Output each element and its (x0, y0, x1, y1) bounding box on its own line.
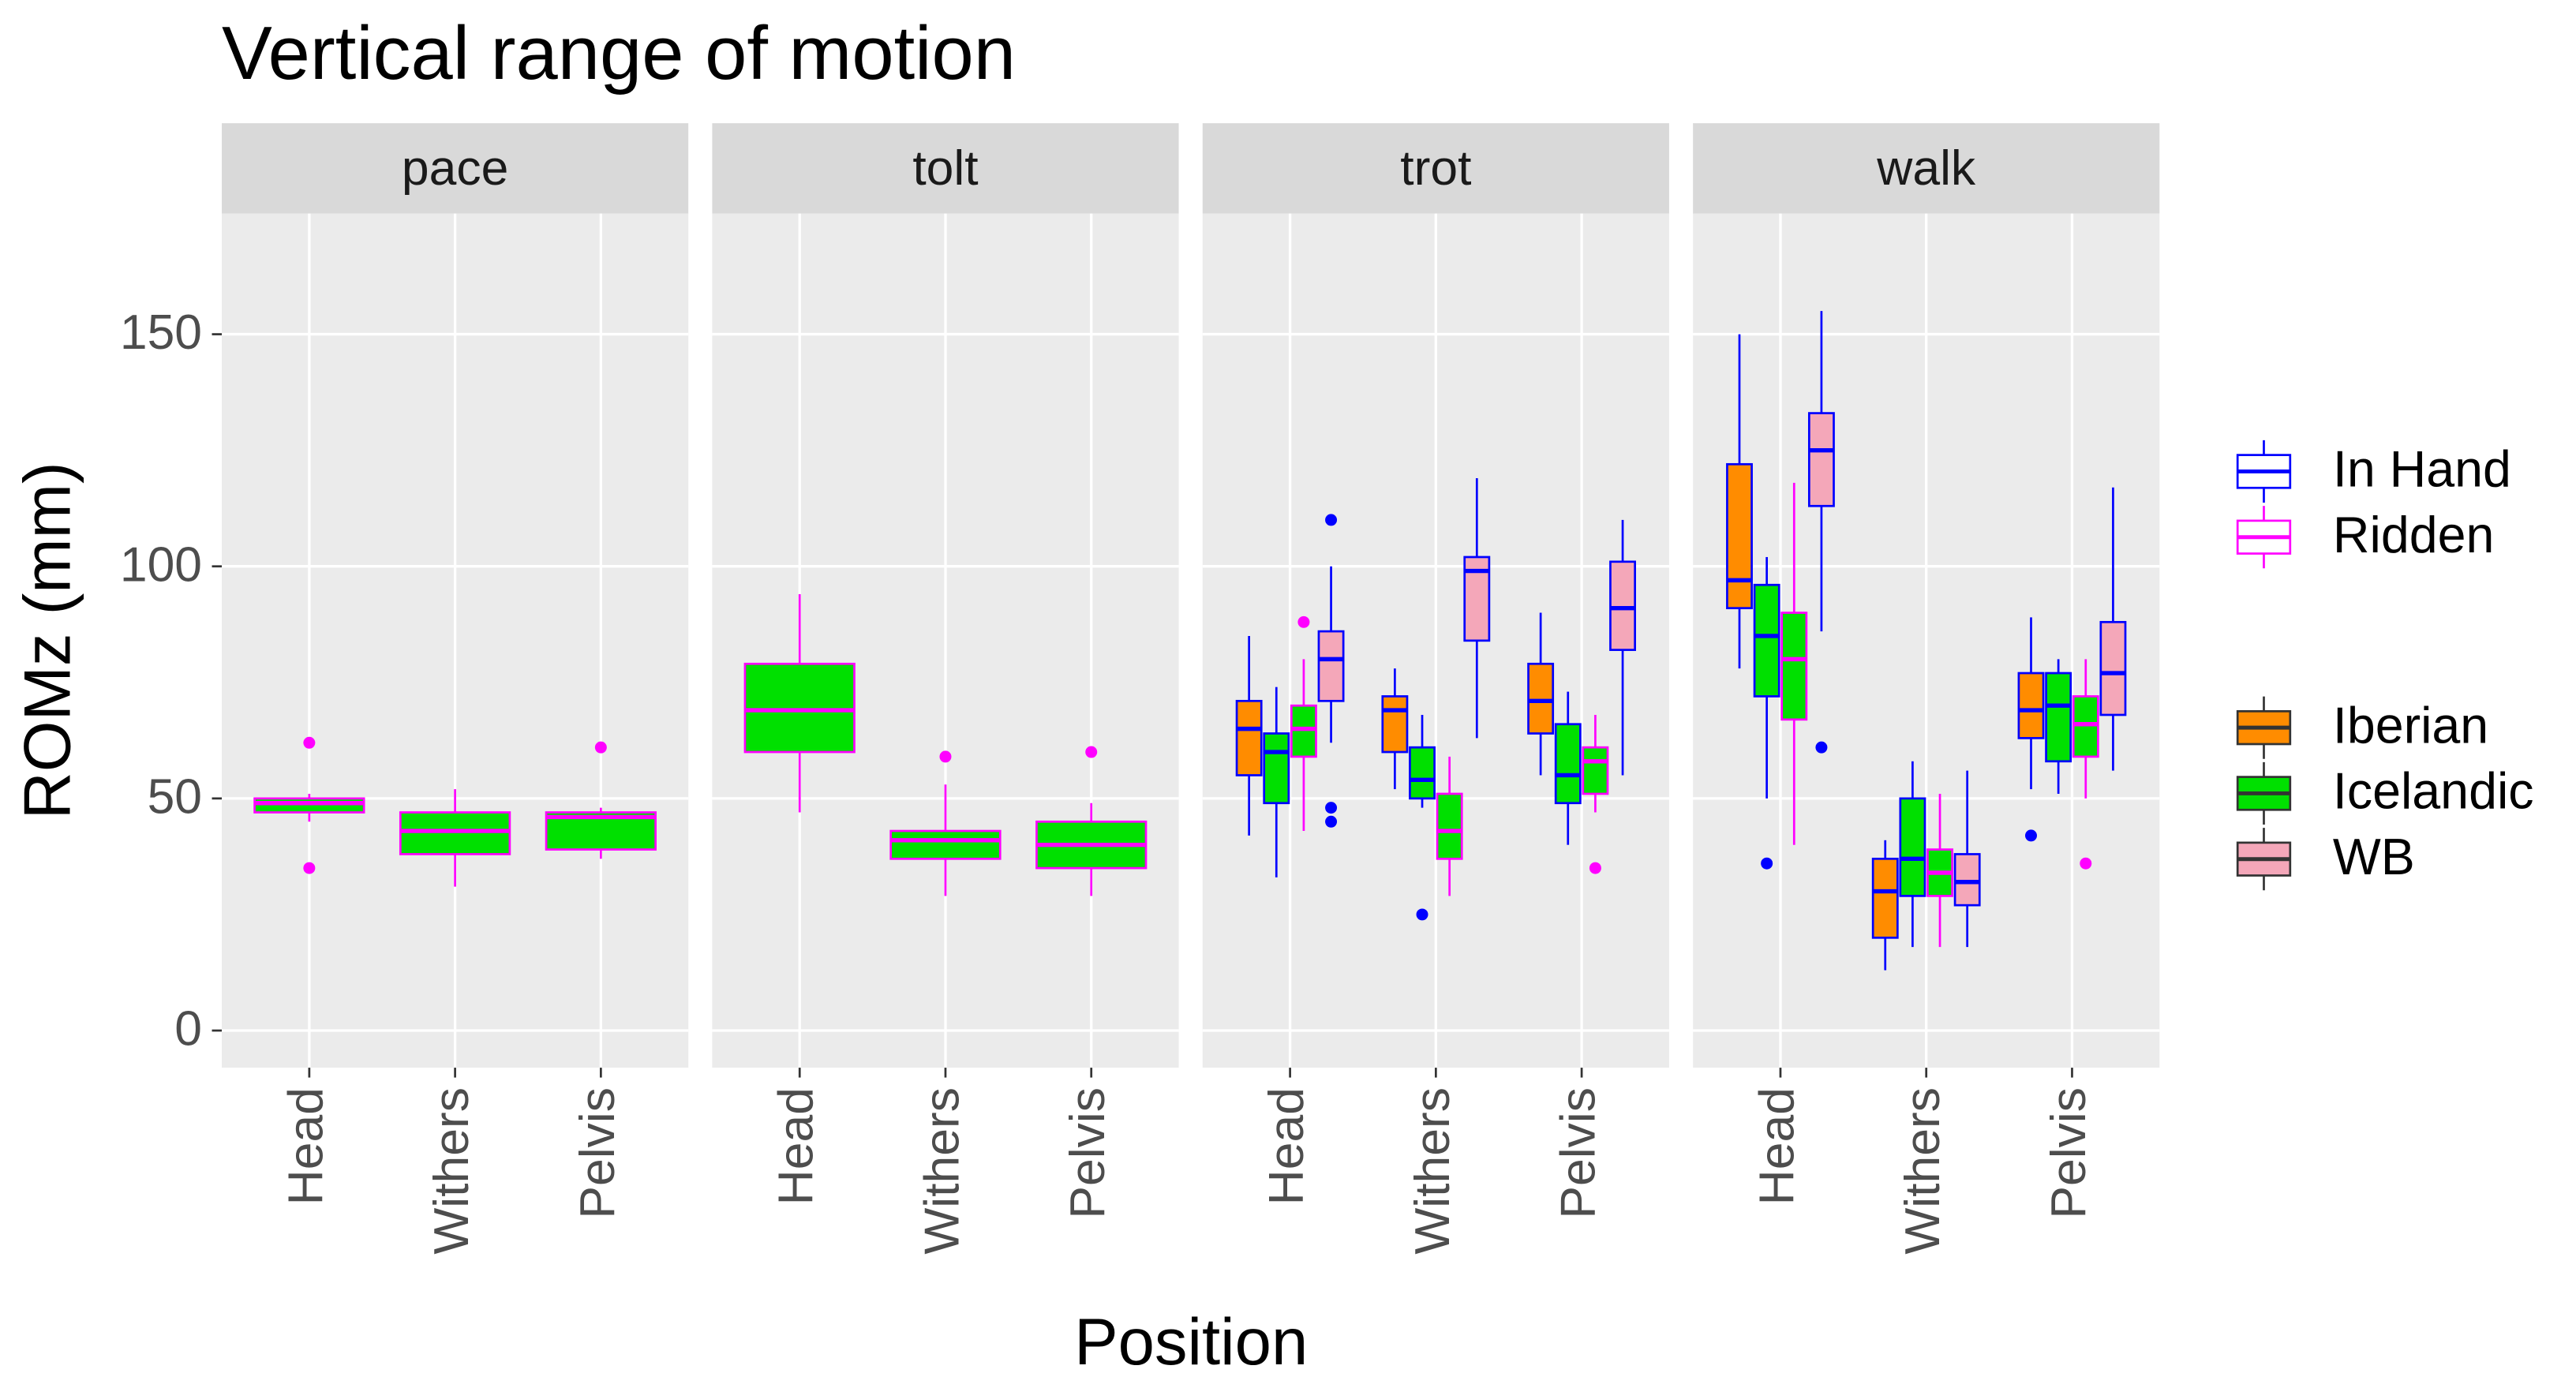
box (1409, 746, 1436, 800)
facet-strip (1693, 123, 2160, 214)
y-tick-label: 0 (174, 1001, 202, 1057)
box (1609, 560, 1636, 651)
x-tick-label: Withers (1895, 1087, 1950, 1255)
x-tick-label: Head (1259, 1087, 1314, 1205)
outlier (1815, 741, 1828, 754)
box (1871, 857, 1899, 939)
box (1381, 695, 1409, 754)
facet-label: pace (402, 140, 508, 196)
box (1436, 792, 1463, 860)
box (1317, 630, 1345, 702)
legend-fill-label: WB (2333, 829, 2415, 885)
box (889, 829, 1002, 860)
box (1899, 797, 1926, 897)
x-tick-label: Pelvis (1551, 1087, 1606, 1219)
box (253, 797, 365, 814)
outlier (1416, 908, 1428, 921)
x-tick-label: Pelvis (1060, 1087, 1115, 1219)
legend-outline-label: In Hand (2333, 441, 2511, 498)
outlier (1761, 857, 1773, 870)
facet-strip (1202, 123, 1669, 214)
x-axis-label: Position (1074, 1305, 1308, 1379)
outlier (2080, 857, 2092, 870)
outlier (2025, 829, 2037, 842)
box (1726, 462, 1753, 610)
facet-strip (222, 123, 689, 214)
outlier (594, 741, 607, 754)
box (1807, 412, 1835, 507)
box (743, 662, 856, 754)
outlier (1325, 815, 1338, 828)
y-tick-label: 50 (148, 769, 202, 824)
outlier (1297, 615, 1310, 628)
outlier (303, 736, 316, 749)
outlier (1085, 746, 1098, 758)
outlier (1325, 514, 1338, 526)
chart-title: Vertical range of motion (222, 11, 1016, 95)
box (1290, 704, 1317, 758)
box (2045, 672, 2072, 763)
x-tick-label: Head (278, 1087, 333, 1205)
box (399, 811, 511, 855)
box (1753, 583, 1780, 698)
x-tick-label: Withers (1405, 1087, 1460, 1255)
box (1263, 732, 1290, 805)
box (1554, 723, 1582, 805)
x-tick-label: Withers (424, 1087, 479, 1255)
legend-fill-label: Iberian (2333, 697, 2488, 754)
box (1235, 699, 1263, 776)
y-tick-label: 150 (120, 305, 202, 360)
box (2017, 672, 2045, 739)
outlier (1589, 862, 1601, 874)
legend-fill-label: Icelandic (2333, 763, 2534, 820)
x-tick-label: Withers (914, 1087, 969, 1255)
facet-label: trot (1400, 140, 1471, 196)
box (1582, 746, 1609, 795)
box (2072, 695, 2099, 758)
y-tick-label: 100 (120, 537, 202, 592)
box (2099, 620, 2127, 716)
legend-outline-label: Ridden (2333, 507, 2494, 563)
x-tick-label: Pelvis (570, 1087, 625, 1219)
box (1780, 612, 1808, 721)
outlier (1325, 802, 1338, 814)
outlier (939, 750, 952, 763)
facet-label: walk (1876, 140, 1976, 196)
box (1527, 662, 1555, 735)
x-tick-label: Head (769, 1087, 824, 1205)
outlier (303, 862, 316, 874)
facet-label: tolt (912, 140, 978, 196)
facet-strip (712, 123, 1179, 214)
box (1953, 853, 1981, 907)
y-axis-label: ROMz (mm) (11, 462, 84, 819)
x-tick-label: Head (1749, 1087, 1804, 1205)
x-tick-label: Pelvis (2041, 1087, 2096, 1219)
